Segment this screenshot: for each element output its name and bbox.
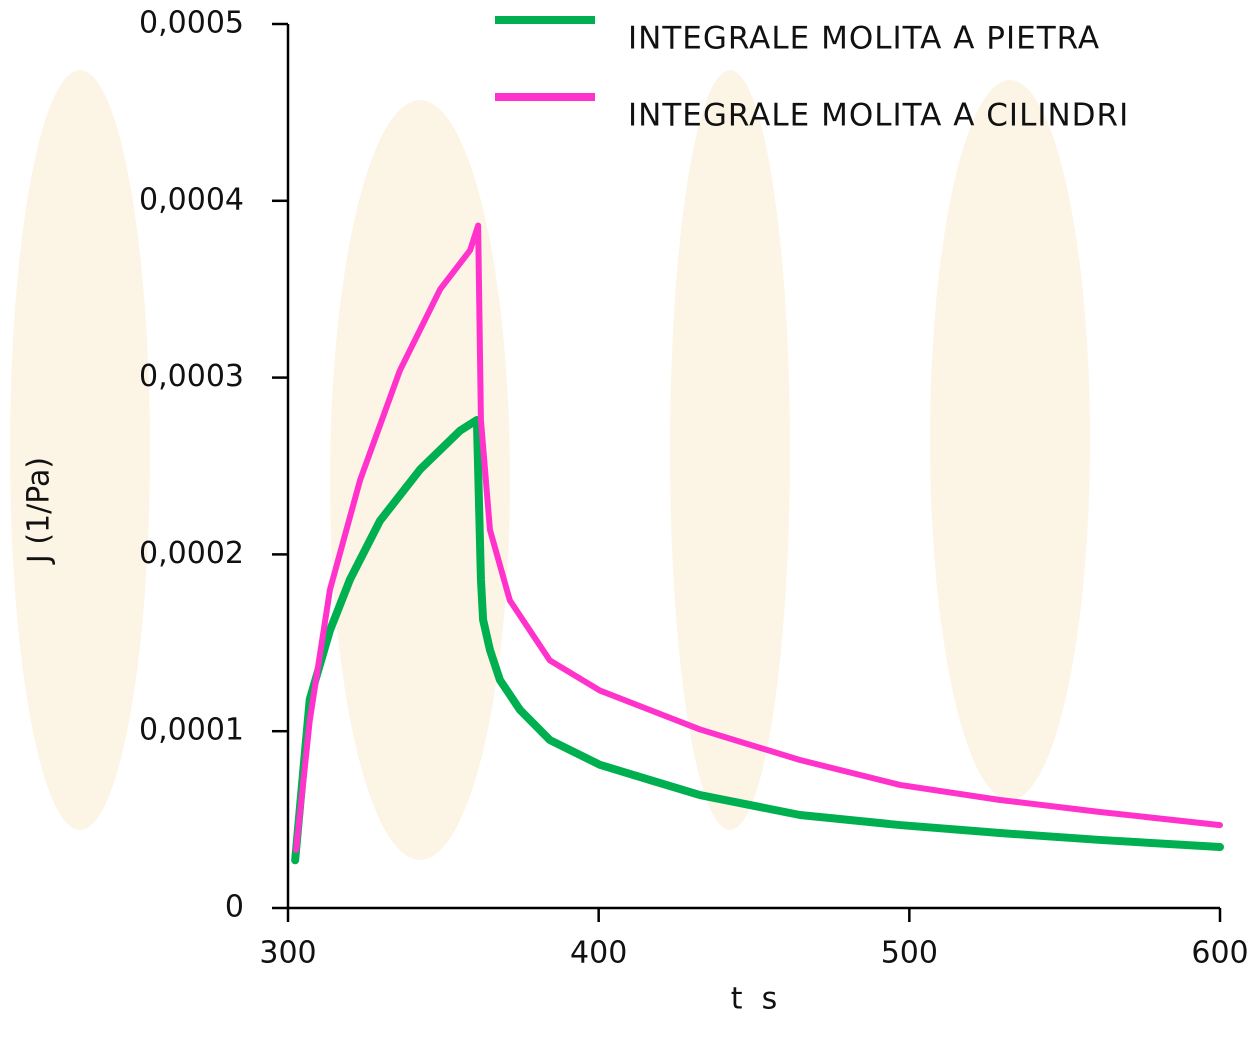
legend-label: INTEGRALE MOLITA A CILINDRI <box>628 98 1129 134</box>
legend-label: INTEGRALE MOLITA A PIETRA <box>628 21 1100 57</box>
y-axis-label: J (1/Pa) <box>22 457 57 565</box>
x-axis-label: t s <box>731 982 777 1017</box>
x-tick-label: 500 <box>881 936 938 971</box>
y-tick-label: 0,0005 <box>139 6 244 41</box>
x-tick-label: 600 <box>1191 936 1248 971</box>
data-line <box>291 416 1224 865</box>
x-tick-label: 300 <box>259 936 316 971</box>
y-tick-label: 0,0004 <box>139 182 244 217</box>
y-tick-label: 0,0001 <box>139 713 244 748</box>
y-tick-label: 0 <box>225 890 244 925</box>
y-tick-label: 0,0003 <box>139 359 244 394</box>
x-tick-label: 400 <box>570 936 627 971</box>
y-tick-label: 0,0002 <box>139 536 244 571</box>
wheat-watermark <box>10 70 1090 860</box>
data-line <box>293 222 1223 854</box>
